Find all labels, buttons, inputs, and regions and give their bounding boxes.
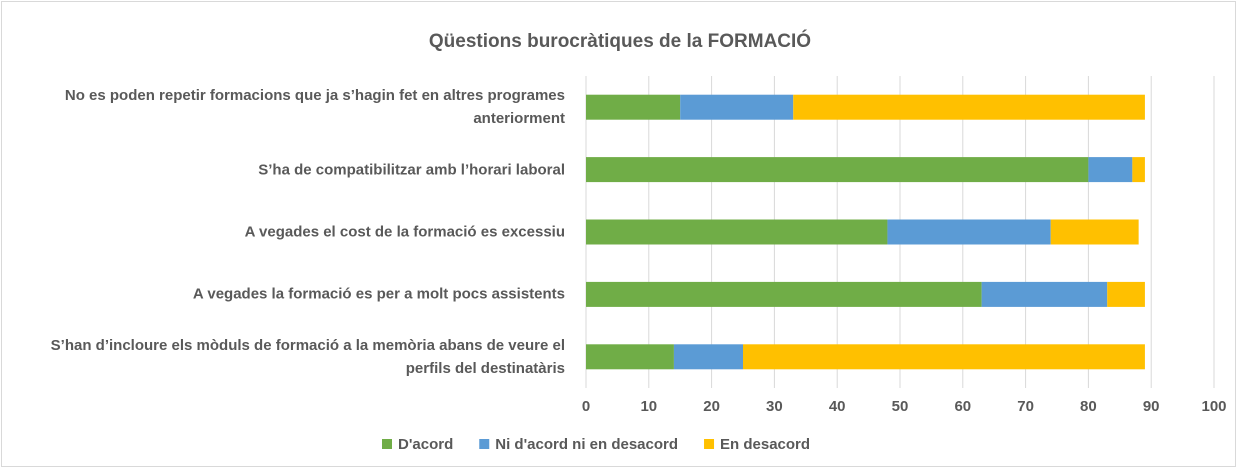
x-tick-label: 100 bbox=[1201, 398, 1226, 415]
bar-segment bbox=[793, 94, 1145, 120]
x-tick-label: 10 bbox=[640, 398, 657, 415]
x-tick-label: 0 bbox=[582, 398, 590, 415]
x-tick-label: 20 bbox=[703, 398, 720, 415]
chart-title: Qüestions burocràtiques de la FORMACIÓ bbox=[429, 30, 811, 52]
legend-label: D'acord bbox=[398, 436, 453, 453]
bar-segment bbox=[743, 344, 1145, 370]
legend-swatch bbox=[479, 439, 490, 449]
category-label: S’ha de compatibilitzar amb l’horari lab… bbox=[258, 161, 565, 179]
bar-segment bbox=[586, 344, 674, 370]
x-tick-label: 90 bbox=[1143, 398, 1160, 415]
category-label: A vegades el cost de la formació es exce… bbox=[244, 223, 565, 241]
bar-segment bbox=[1088, 157, 1133, 183]
bar-segment bbox=[981, 281, 1108, 307]
bar-segment bbox=[586, 157, 1089, 183]
legend-label: Ni d'acord ni en desacord bbox=[495, 436, 678, 453]
x-tick-label: 30 bbox=[766, 398, 783, 415]
legend-swatch bbox=[704, 439, 715, 449]
bar-segment bbox=[1050, 219, 1139, 245]
legend-label: En desacord bbox=[720, 436, 810, 453]
bar-segment bbox=[1107, 281, 1145, 307]
category-label: No es poden repetir formacions que ja s’… bbox=[64, 87, 565, 128]
category-label: S’han d’incloure els mòduls de formació … bbox=[50, 336, 565, 377]
bar-segment bbox=[887, 219, 1051, 245]
x-tick-label: 80 bbox=[1080, 398, 1097, 415]
x-tick-label: 60 bbox=[954, 398, 971, 415]
bar-segment bbox=[1132, 157, 1145, 183]
bar-segment bbox=[680, 94, 794, 120]
category-label: A vegades la formació es per a molt pocs… bbox=[192, 285, 565, 303]
x-tick-label: 50 bbox=[892, 398, 909, 415]
bar-segment bbox=[673, 344, 743, 370]
legend-swatch bbox=[382, 439, 392, 449]
bar-segment bbox=[586, 219, 888, 245]
bar-segment bbox=[586, 281, 982, 307]
x-tick-label: 70 bbox=[1017, 398, 1034, 415]
bar-segment bbox=[586, 94, 681, 120]
x-tick-label: 40 bbox=[829, 398, 846, 415]
